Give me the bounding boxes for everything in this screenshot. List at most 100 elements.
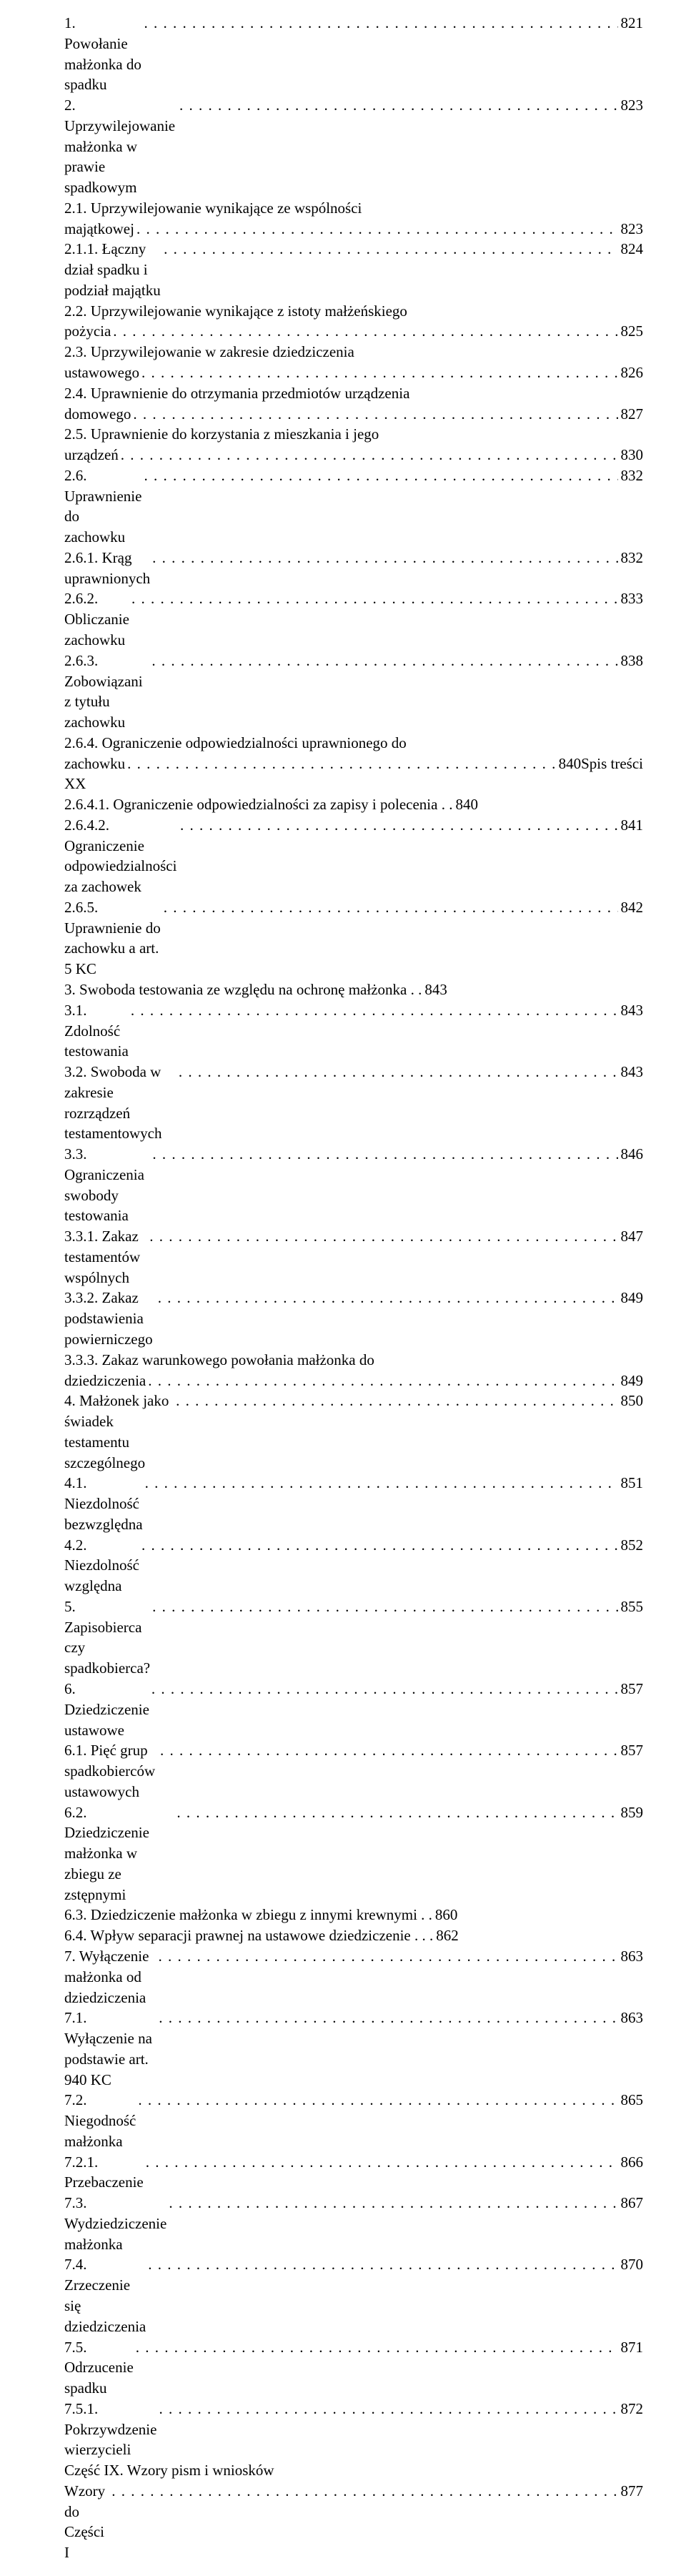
toc-page: 857 [618, 1679, 644, 1699]
toc-dots [178, 815, 618, 836]
toc-page: 821 [618, 13, 644, 34]
toc-entry-pre: 2.5. Uprawnienie do korzystania z mieszk… [64, 424, 643, 445]
toc-dots [129, 1000, 618, 1021]
toc-page: 842 [618, 897, 644, 918]
toc-page: 833 [618, 588, 644, 609]
toc-entry: 2. Uprzywilejowanie małżonka w prawie sp… [64, 95, 643, 198]
toc-label: 2.6.4. Ograniczenie odpowiedzialności up… [64, 734, 407, 751]
toc-dots [156, 1946, 618, 1967]
toc-entry-pre: 2.4. Uprawnienie do otrzymania przedmiot… [64, 383, 643, 404]
toc-entry: zachowku 840Spis treści [64, 754, 643, 774]
toc-page: 823 [618, 219, 644, 240]
toc-label-last: zachowku [64, 754, 125, 774]
toc-page: 872 [618, 2399, 644, 2419]
toc-page: 843 [618, 1000, 644, 1021]
toc-page: 843 [618, 1062, 644, 1082]
toc-page: 830 [618, 445, 644, 465]
toc-entry: ustawowego826 [64, 362, 643, 383]
toc-page: 847 [618, 1226, 644, 1247]
toc-dots [149, 651, 617, 671]
toc-label: 3. Swoboda testowania ze względu na ochr… [64, 979, 422, 1000]
toc-label: 3.2. Swoboda w zakresie rozrządzeń testa… [64, 1062, 177, 1144]
toc-page: 849 [618, 1288, 644, 1308]
toc-page: 862 [433, 1925, 459, 1946]
toc-label-last: dziedziczenia [64, 1371, 146, 1391]
toc-entry: 7.3. Wydziedziczenie małżonka867 [64, 2193, 643, 2254]
toc-entry: 3.3. Ograniczenia swobody testowania846 [64, 1144, 643, 1226]
toc-label: 6.2. Dziedziczenie małżonka w zbiegu ze … [64, 1802, 174, 1905]
toc-label-last: urządzeń [64, 445, 119, 465]
toc-entry: 7. Wyłączenie małżonka od dziedziczenia8… [64, 1946, 643, 2008]
toc-label: 6.3. Dziedziczenie małżonka w zbiegu z i… [64, 1905, 432, 1925]
toc-dots [149, 1679, 618, 1699]
toc-entry: domowego827 [64, 404, 643, 425]
toc-page: 863 [618, 1946, 644, 1967]
toc-entry: 6.3. Dziedziczenie małżonka w zbiegu z i… [64, 1905, 643, 1925]
toc-label-last: majątkowej [64, 219, 134, 240]
toc-dots [109, 2481, 617, 2502]
toc-label: 2.2. Uprzywilejowanie wynikające z istot… [64, 302, 407, 320]
toc-entry: 2.6.2. Obliczanie zachowku 833 [64, 588, 643, 650]
toc-label: 2.6.1. Krąg uprawnionych [64, 548, 150, 589]
toc-label: 7.1. Wyłączenie na podstawie art. 940 KC [64, 2008, 156, 2090]
toc-page: 843 [422, 979, 447, 1000]
toc-entry: 7.1. Wyłączenie na podstawie art. 940 KC… [64, 2008, 643, 2090]
toc-entry: 2.6. Uprawnienie do zachowku832 [64, 465, 643, 548]
toc-dots [139, 362, 618, 383]
toc-label: 3.3.3. Zakaz warunkowego powołania małżo… [64, 1351, 374, 1368]
toc-dots [139, 1535, 618, 1556]
toc-label: 3.3.1. Zakaz testamentów wspólnych [64, 1226, 147, 1288]
toc-entry: 6.2. Dziedziczenie małżonka w zbiegu ze … [64, 1802, 643, 1905]
toc-entry: 1. Powołanie małżonka do spadku 821 [64, 13, 643, 95]
toc-label: 5. Zapisobierca czy spadkobierca? [64, 1597, 150, 1679]
toc-label: 3.3.2. Zakaz podstawienia powierniczego [64, 1288, 156, 1349]
toc-dots [142, 13, 618, 34]
toc-dots [147, 1226, 617, 1247]
toc-page: 826 [618, 362, 644, 383]
toc-dots [161, 897, 618, 918]
toc-page: 866 [618, 2152, 644, 2173]
toc-page: 870 [618, 2254, 644, 2275]
toc-entry: 7.5.1. Pokrzywdzenie wierzycieli872 [64, 2399, 643, 2460]
toc-page: 832 [618, 465, 644, 486]
toc-label: 2.4. Uprawnienie do otrzymania przedmiot… [64, 385, 409, 402]
toc-label-last: domowego [64, 404, 131, 425]
toc-dots [158, 1740, 618, 1761]
toc-page: 846 [618, 1144, 644, 1165]
toc-entry: urządzeń 830 [64, 445, 643, 465]
toc-dots [146, 1371, 617, 1391]
toc-dots [131, 404, 617, 425]
toc-label: 3.1. Zdolność testowania [64, 1000, 129, 1062]
toc-page: 867 [618, 2193, 644, 2214]
toc-label: Część IX. Wzory pism i wniosków [64, 2460, 274, 2481]
toc-entry: 3. Swoboda testowania ze względu na ochr… [64, 979, 643, 1000]
toc-entry: 2.1.1. Łączny dział spadku i podział maj… [64, 239, 643, 300]
toc-label: 2. Uprzywilejowanie małżonka w prawie sp… [64, 95, 177, 198]
toc-page: 865 [618, 2090, 644, 2111]
toc-dots [156, 2399, 617, 2419]
toc-label: 1. Powołanie małżonka do spadku [64, 13, 142, 95]
toc-page: 871 [618, 2337, 644, 2358]
toc-entry: 7.2. Niegodność małżonka865 [64, 2090, 643, 2151]
toc-page: 840 [452, 794, 478, 815]
toc-entry: pożycia825 [64, 321, 643, 342]
toc-label: 2.5. Uprawnienie do korzystania z mieszk… [64, 425, 379, 443]
toc-dots [177, 1062, 618, 1082]
toc-entry: 7.5. Odrzucenie spadku871 [64, 2337, 643, 2399]
toc-label: 2.6.2. Obliczanie zachowku [64, 588, 129, 650]
toc-label: 2.6.4.2. Ograniczenie odpowiedzialności … [64, 815, 178, 897]
toc-page: 860 [432, 1905, 458, 1925]
toc-dots [129, 588, 618, 609]
toc-entry: 2.6.4.1. Ograniczenie odpowiedzialności … [64, 794, 643, 815]
toc-page: 840Spis treści [556, 754, 643, 774]
toc-page: 855 [618, 1597, 644, 1617]
toc-entry-pre: 2.6.4. Ograniczenie odpowiedzialności up… [64, 733, 643, 754]
toc-entry: Część IX. Wzory pism i wniosków [64, 2460, 643, 2481]
toc-entry: Wzory do Części I877 [64, 2481, 643, 2563]
toc-entry: 2.6.3. Zobowiązani z tytułu zachowku838 [64, 651, 643, 733]
toc-entry-pre: 3.3.3. Zakaz warunkowego powołania małżo… [64, 1350, 643, 1371]
toc-page: 857 [618, 1740, 644, 1761]
toc-dots [136, 2090, 617, 2111]
toc-dots [177, 95, 617, 116]
toc-dots [134, 219, 618, 240]
